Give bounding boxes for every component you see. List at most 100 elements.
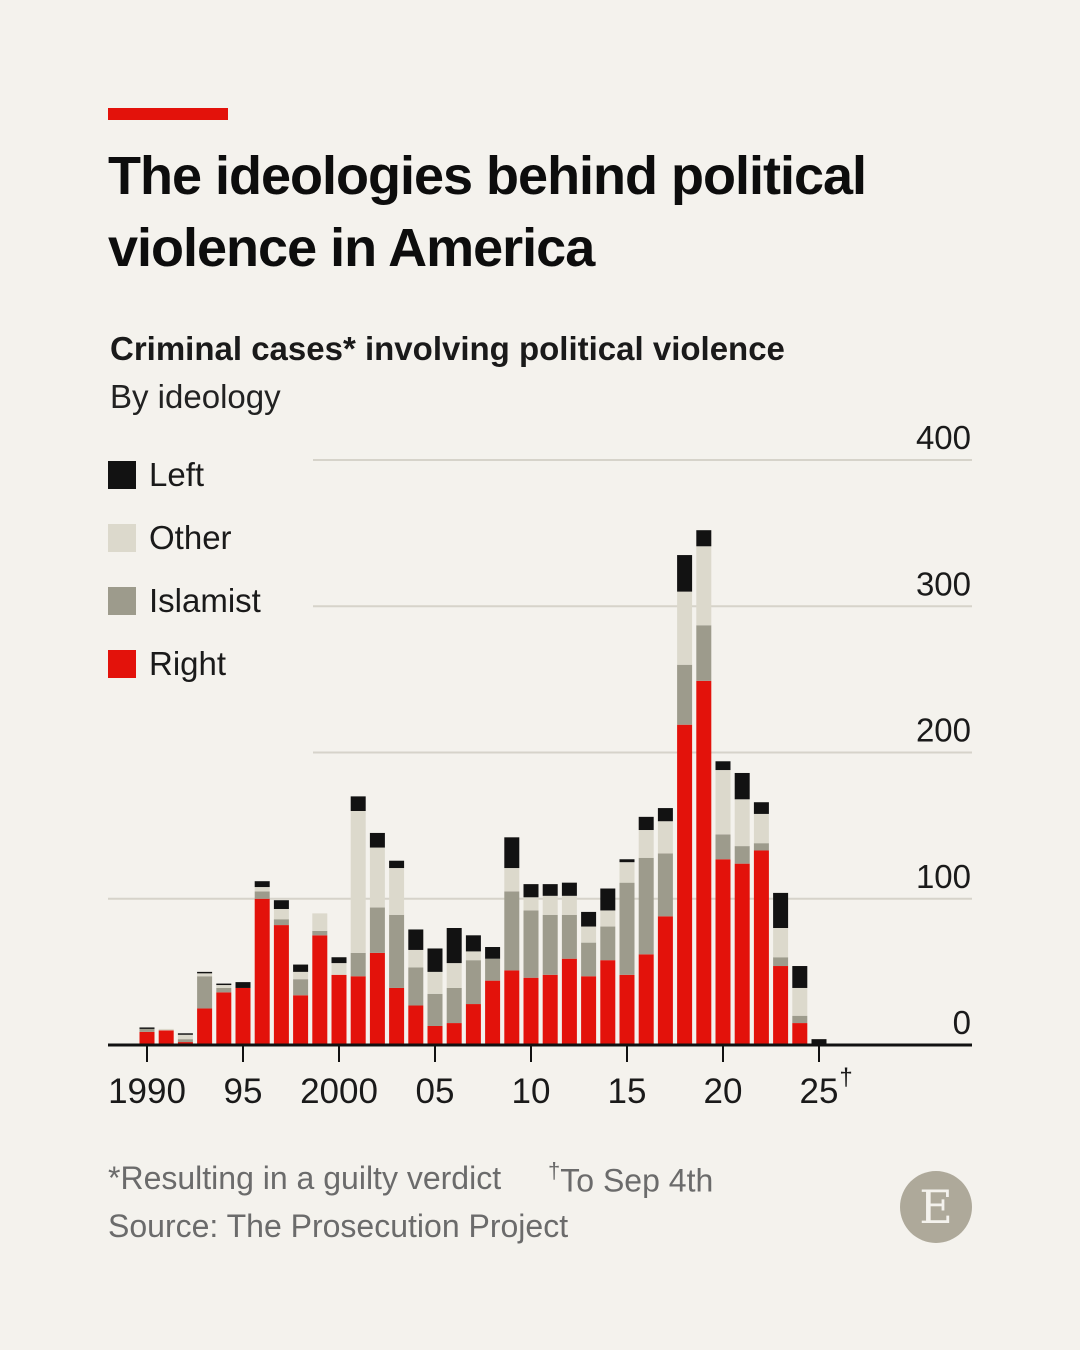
bar-2009-other xyxy=(504,868,520,892)
bar-1995-left xyxy=(235,982,251,988)
bar-2016-left xyxy=(638,816,654,831)
legend-item-right: Right xyxy=(108,644,226,684)
bar-2001-left xyxy=(350,796,366,811)
bar-2008-right xyxy=(485,980,501,1045)
bar-2007-right xyxy=(465,1004,481,1045)
bar-2021-islamist xyxy=(734,846,750,864)
bar-1996-other xyxy=(254,887,270,892)
bar-1991-right xyxy=(158,1030,174,1045)
bar-2015-left xyxy=(619,859,635,863)
x-tick-label-1995: 95 xyxy=(224,1072,263,1111)
bar-2017-other xyxy=(657,821,673,854)
bar-2007-left xyxy=(465,935,481,952)
x-tick-label-2000: 2000 xyxy=(300,1072,378,1111)
x-tick-label-1990: 1990 xyxy=(108,1072,186,1111)
footnote-date: †To Sep 4th xyxy=(548,1158,713,1200)
bar-2017-right xyxy=(657,916,673,1045)
bar-2019-right xyxy=(696,680,712,1045)
bar-2012-islamist xyxy=(561,914,577,959)
bar-2018-right xyxy=(677,724,693,1045)
bar-2000-other xyxy=(331,963,347,975)
bar-2001-right xyxy=(350,976,366,1045)
bar-2006-other xyxy=(446,963,462,988)
bar-1997-left xyxy=(273,900,289,909)
x-tick-label-2025: 25 xyxy=(800,1072,839,1111)
bar-1997-other xyxy=(273,908,289,920)
legend-swatch-left xyxy=(108,461,136,489)
y-tick-label-200: 200 xyxy=(916,712,971,749)
bar-2000-right xyxy=(331,974,347,1045)
page-title: The ideologies behind political violence… xyxy=(108,146,867,278)
x-tick-label-2015: 15 xyxy=(608,1072,647,1111)
bar-1990-left xyxy=(139,1027,155,1029)
bar-2004-other xyxy=(408,949,424,968)
bar-2014-other xyxy=(600,910,616,927)
legend-swatch-islamist xyxy=(108,587,136,615)
bar-1998-left xyxy=(293,964,309,972)
bar-1994-islamist xyxy=(216,987,232,993)
bar-2017-islamist xyxy=(657,853,673,917)
bar-1995-right xyxy=(235,987,251,1045)
bar-2023-right xyxy=(773,966,789,1045)
bar-2003-other xyxy=(389,868,405,915)
y-tick-label-100: 100 xyxy=(916,858,971,895)
bar-2005-other xyxy=(427,971,443,994)
bar-1996-left xyxy=(254,881,270,888)
bar-2009-left xyxy=(504,837,520,869)
bar-2022-other xyxy=(753,813,769,844)
bar-2003-right xyxy=(389,987,405,1045)
bar-2004-left xyxy=(408,929,424,950)
bar-1992-other xyxy=(177,1034,193,1040)
bar-2010-left xyxy=(523,884,539,898)
bar-2021-right xyxy=(734,863,750,1045)
y-tick-label-300: 300 xyxy=(916,565,971,602)
bar-2002-right xyxy=(369,952,385,1045)
bar-2018-islamist xyxy=(677,664,693,725)
bar-2019-islamist xyxy=(696,625,712,681)
bar-2012-other xyxy=(561,895,577,915)
brand-red-rule xyxy=(108,108,228,120)
bar-2023-left xyxy=(773,892,789,928)
bar-2010-islamist xyxy=(523,910,539,978)
bar-2024-left xyxy=(792,966,808,988)
bar-2016-other xyxy=(638,830,654,858)
legend-swatch-right xyxy=(108,650,136,678)
legend-label-left: Left xyxy=(149,456,205,493)
bar-2020-islamist xyxy=(715,834,731,860)
bar-1993-left xyxy=(197,971,213,974)
chart-subtitle: By ideology xyxy=(110,378,281,415)
legend-item-left: Left xyxy=(108,455,204,495)
bar-2013-other xyxy=(581,926,597,943)
bar-2005-left xyxy=(427,948,443,972)
bar-2022-right xyxy=(753,850,769,1045)
legend-label-other: Other xyxy=(149,519,232,556)
bar-2006-left xyxy=(446,928,462,964)
bar-2001-other xyxy=(350,811,366,953)
bar-2002-other xyxy=(369,847,385,908)
chart-title: Criminal cases* involving political viol… xyxy=(110,330,785,367)
bar-1998-other xyxy=(293,971,309,980)
legend-label-right: Right xyxy=(149,645,227,682)
bar-2000-left xyxy=(331,957,347,964)
bar-1993-right xyxy=(197,1008,213,1045)
bar-2004-right xyxy=(408,1005,424,1045)
bar-2018-other xyxy=(677,591,693,665)
bar-2007-other xyxy=(465,951,481,961)
bar-1994-left xyxy=(216,983,232,986)
bar-2014-left xyxy=(600,888,616,911)
legend-label-islamist: Islamist xyxy=(149,582,261,619)
bar-2011-left xyxy=(542,884,558,896)
y-tick-label-0: 0 xyxy=(953,1004,971,1041)
bar-2002-left xyxy=(369,832,385,848)
bar-2009-islamist xyxy=(504,891,520,971)
bar-1996-islamist xyxy=(254,891,270,899)
bar-2003-left xyxy=(389,860,405,869)
bar-2011-other xyxy=(542,895,558,915)
bar-2023-other xyxy=(773,928,789,958)
bar-2005-right xyxy=(427,1025,443,1045)
bar-2013-right xyxy=(581,976,597,1045)
bar-2012-right xyxy=(561,958,577,1045)
bar-2020-other xyxy=(715,770,731,835)
bar-1990-islamist xyxy=(139,1028,155,1032)
